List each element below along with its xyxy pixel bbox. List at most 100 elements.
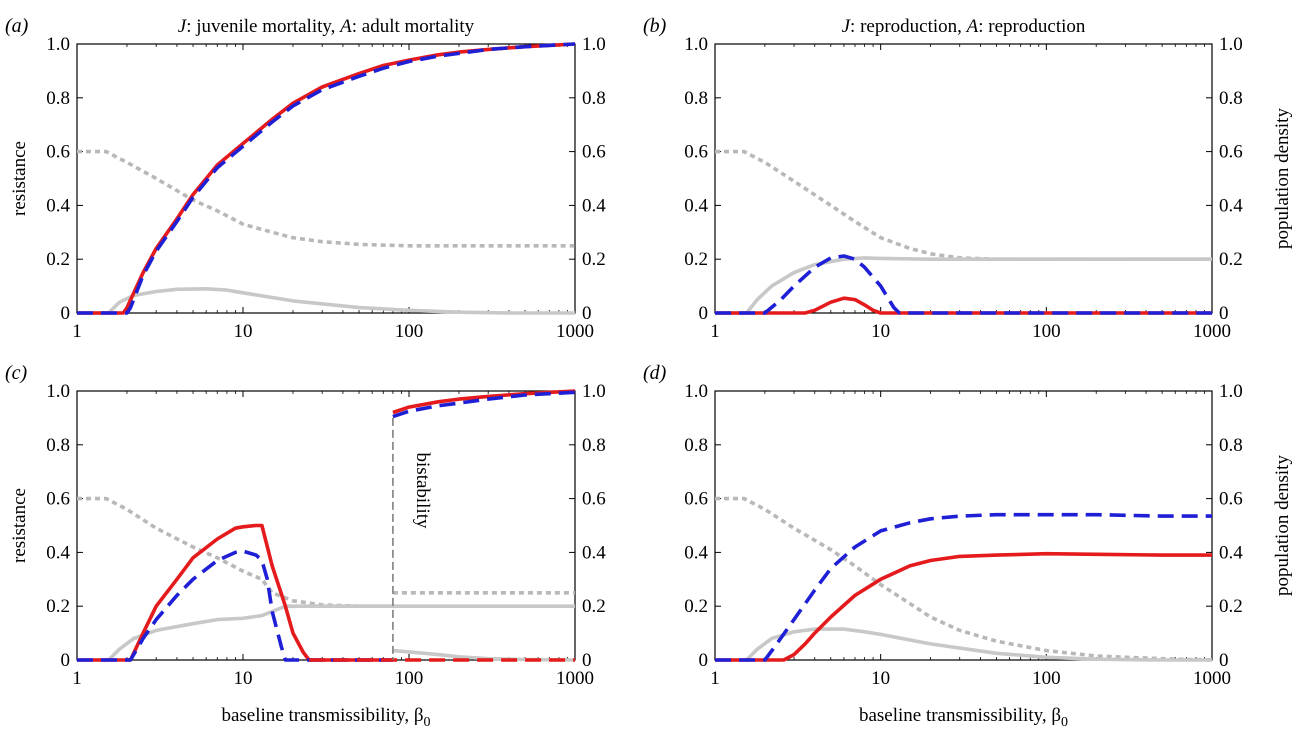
series-line [77,42,576,315]
x-tick-label: 100 [395,321,424,342]
series-line [77,286,575,315]
x-tick-label: 100 [395,668,424,689]
y-tick-label-right: 1.0 [1219,381,1243,402]
y-tick-label: 0 [699,650,709,671]
x-tick-label: 10 [871,668,890,689]
y-axis-label: resistance [9,141,30,216]
y-axis-label-right: population density [1272,108,1293,249]
y-tick-label: 0.8 [684,435,708,456]
y-axis-label: resistance [9,488,30,563]
plot-frame [714,390,1213,661]
x-axis-label: baseline transmissibility, β0 [859,705,1068,730]
y-tick-label: 0.2 [684,249,708,270]
y-tick-label-right: 0 [1219,650,1229,671]
y-tick-label-right: 1.0 [1219,34,1243,55]
x-tick-label: 1000 [1193,668,1231,689]
y-axis-label-right: population density [1272,455,1293,596]
x-tick-label: 1000 [1193,321,1231,342]
x-tick-label: 1 [72,321,82,342]
y-tick-label-right: 0.4 [582,195,606,216]
y-tick-label: 0.2 [46,596,70,617]
y-tick-label: 1.0 [684,34,708,55]
x-tick-label: 100 [1032,321,1061,342]
panel-title: J: reproduction, A: reproduction [842,16,1086,37]
y-tick-label-right: 1.0 [582,381,606,402]
x-tick-label: 100 [1032,668,1061,689]
series-line [715,149,1212,262]
y-tick-label: 0.2 [46,249,70,270]
y-tick-label-right: 0.2 [582,249,606,270]
y-tick-label-right: 0 [1219,303,1229,324]
bistability-annotation: bistability [412,453,433,530]
panel-title: J: juvenile mortality, A: adult mortalit… [178,16,475,37]
y-tick-label: 0.8 [46,88,70,109]
y-tick-label-right: 0.6 [1219,142,1243,163]
panel-letter: (d) [643,362,667,384]
x-tick-label: 10 [234,668,253,689]
y-tick-label-right: 0.2 [1219,249,1243,270]
chart-panel: 0 0 0.2 0.2 0.4 0.4 0.6 0.6 0.8 0.8 1.0 1.0 1 10 100 10… [643,362,1293,730]
x-tick-label: 1000 [556,321,594,342]
x-tick-label: 1 [710,668,720,689]
chart-panel: 0 0 0.2 0.2 0.4 0.4 0.6 0.6 0.8 0.8 1.0 1.0 1 10 100 10… [643,15,1293,342]
y-tick-label: 0.8 [46,435,70,456]
y-tick-label: 0.4 [684,195,708,216]
y-tick-label: 0.4 [46,542,70,563]
y-tick-label: 0.6 [684,489,708,510]
y-tick-label: 0.6 [684,142,708,163]
series-line [77,42,576,315]
panel-letter: (c) [5,362,28,384]
y-tick-label-right: 0.8 [582,435,606,456]
y-tick-label-right: 0.6 [582,142,606,163]
y-tick-label-right: 0 [582,303,592,324]
x-tick-label: 1 [72,668,82,689]
x-tick-label: 10 [234,321,253,342]
chart-panel: 0 0 0.2 0.2 0.4 0.4 0.6 0.6 0.8 0.8 1.0 1.0 1 10 100 10… [5,15,606,342]
series-line [715,496,1213,662]
series-line [392,390,576,419]
y-tick-label-right: 0.4 [1219,195,1243,216]
y-tick-label-right: 0.4 [1219,542,1243,563]
series-line [715,296,1212,315]
panel-letter: (b) [643,15,667,37]
series-line [392,648,576,662]
panel-letter: (a) [5,15,29,37]
y-tick-label-right: 0.8 [1219,435,1243,456]
x-tick-label: 1 [710,321,720,342]
y-tick-label-right: 0.8 [1219,88,1243,109]
y-tick-label: 1.0 [46,381,70,402]
y-tick-label: 0 [699,303,709,324]
y-tick-label: 0.8 [684,88,708,109]
chart-panel: 0 0 0.2 0.2 0.4 0.4 0.6 0.6 0.8 0.8 1.0 1.0 1 10 100 10… [5,362,606,730]
x-axis-label: baseline transmissibility, β0 [221,705,430,730]
y-tick-label: 0 [61,303,71,324]
series-line [77,523,393,662]
x-tick-label: 1000 [556,668,594,689]
y-tick-label-right: 0.2 [1219,596,1243,617]
series-line [715,627,1212,662]
y-tick-label: 0.4 [684,542,708,563]
series-line [715,551,1212,662]
y-tick-label: 1.0 [684,381,708,402]
y-tick-label-right: 0.6 [582,489,606,510]
y-tick-label: 0 [61,650,71,671]
y-tick-label: 0.6 [46,489,70,510]
series-line [715,256,1212,315]
y-tick-label-right: 0.4 [582,542,606,563]
plot-frame [76,43,576,314]
y-tick-label: 0.2 [684,596,708,617]
series-line [77,604,575,662]
y-tick-label-right: 1.0 [582,34,606,55]
y-tick-label: 1.0 [46,34,70,55]
series-line [77,149,575,248]
series-line [715,512,1212,662]
y-tick-label-right: 0.6 [1219,489,1243,510]
y-tick-label-right: 0 [582,650,592,671]
series-line [715,254,1212,315]
y-tick-label: 0.4 [46,195,70,216]
y-tick-label-right: 0.2 [582,596,606,617]
y-tick-label: 0.6 [46,142,70,163]
y-tick-label-right: 0.8 [582,88,606,109]
x-tick-label: 10 [871,321,890,342]
